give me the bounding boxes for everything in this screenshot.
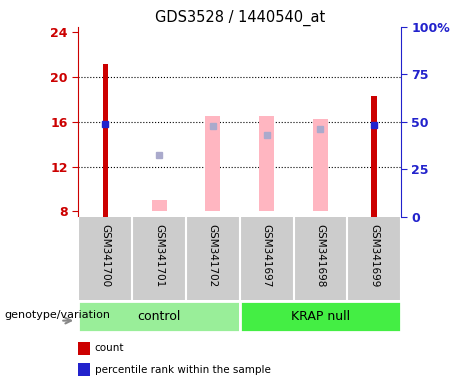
Bar — [152, 200, 166, 211]
Bar — [78, 301, 240, 332]
Bar — [259, 116, 274, 211]
Text: KRAP null: KRAP null — [291, 310, 350, 323]
Text: count: count — [95, 343, 124, 354]
Bar — [102, 64, 108, 217]
Text: genotype/variation: genotype/variation — [5, 310, 111, 320]
Bar — [240, 301, 401, 332]
Text: GSM341702: GSM341702 — [208, 223, 218, 287]
Text: GSM341698: GSM341698 — [315, 223, 325, 287]
Text: GSM341697: GSM341697 — [261, 223, 272, 287]
Text: GSM341700: GSM341700 — [100, 223, 110, 287]
Text: GSM341701: GSM341701 — [154, 223, 164, 287]
Bar — [372, 96, 377, 217]
Text: percentile rank within the sample: percentile rank within the sample — [95, 364, 271, 375]
Bar — [205, 116, 220, 211]
Bar — [313, 119, 328, 211]
Text: control: control — [137, 310, 181, 323]
Title: GDS3528 / 1440540_at: GDS3528 / 1440540_at — [154, 9, 325, 25]
Text: GSM341699: GSM341699 — [369, 223, 379, 287]
